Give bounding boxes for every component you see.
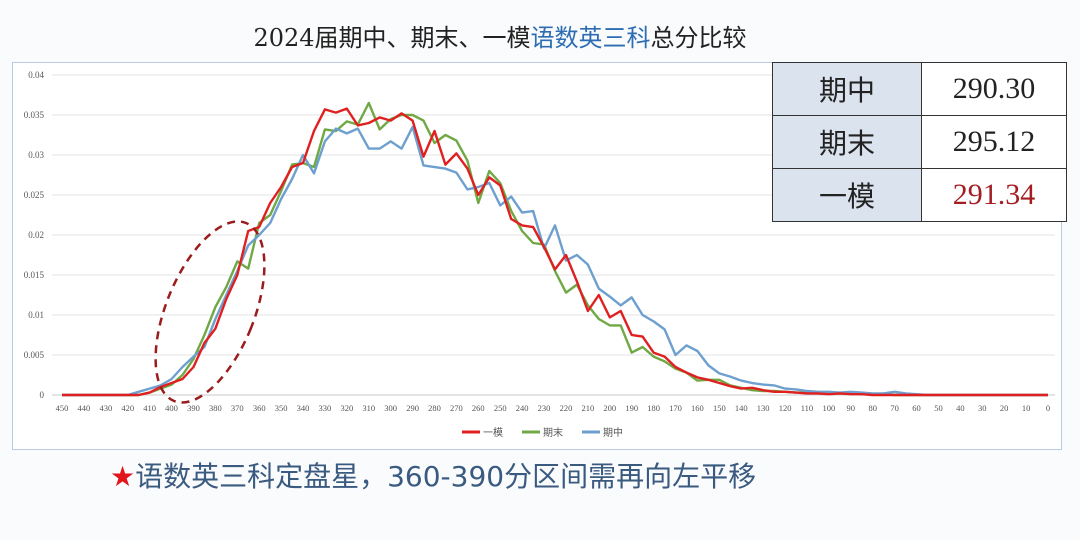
x-tick-label: 410 <box>143 403 156 413</box>
x-tick-label: 120 <box>779 403 792 413</box>
table-row: 一模 291.34 <box>772 168 1067 222</box>
y-tick-label: 0.03 <box>28 150 44 160</box>
y-tick-label: 0 <box>40 390 45 400</box>
x-tick-label: 260 <box>472 403 485 413</box>
x-tick-label: 60 <box>912 403 921 413</box>
title-highlight: 语数英三科 <box>530 24 651 52</box>
x-tick-label: 100 <box>823 403 836 413</box>
legend-label: 期中 <box>603 426 623 439</box>
x-tick-label: 180 <box>647 403 660 413</box>
x-tick-label: 250 <box>494 403 507 413</box>
x-tick-label: 170 <box>669 403 682 413</box>
x-tick-label: 160 <box>691 403 704 413</box>
x-tick-label: 230 <box>538 403 551 413</box>
x-tick-label: 80 <box>868 403 877 413</box>
y-tick-label: 0.025 <box>24 190 45 200</box>
x-tick-label: 300 <box>384 403 397 413</box>
x-tick-label: 450 <box>56 403 69 413</box>
x-tick-label: 400 <box>165 403 178 413</box>
x-tick-label: 30 <box>978 403 987 413</box>
conclusion-note: ★语数英三科定盘星，360-390分区间需再向左平移 <box>110 455 756 495</box>
row-value: 290.30 <box>921 62 1067 116</box>
x-tick-label: 10 <box>1022 403 1031 413</box>
x-tick-label: 190 <box>625 403 638 413</box>
series-line-期中 <box>62 125 1048 397</box>
score-table: 期中 290.30 期末 295.12 一模 291.34 <box>772 62 1067 222</box>
row-value: 295.12 <box>921 115 1067 169</box>
x-tick-label: 20 <box>1000 403 1009 413</box>
x-tick-label: 270 <box>450 403 463 413</box>
row-value: 291.34 <box>921 168 1067 222</box>
star-icon: ★ <box>110 460 136 493</box>
x-tick-label: 360 <box>253 403 266 413</box>
x-tick-label: 0 <box>1046 403 1050 413</box>
x-tick-label: 70 <box>890 403 899 413</box>
x-tick-label: 90 <box>847 403 856 413</box>
x-tick-label: 150 <box>713 403 726 413</box>
row-label: 期中 <box>772 62 922 116</box>
x-tick-label: 220 <box>560 403 573 413</box>
title-part2: 总分比较 <box>650 24 747 52</box>
y-tick-label: 0.005 <box>24 350 45 360</box>
x-tick-label: 390 <box>187 403 200 413</box>
table-row: 期中 290.30 <box>772 62 1067 116</box>
title-part1: 2024届期中、期末、一模 <box>253 24 531 52</box>
y-tick-label: 0.02 <box>28 230 44 240</box>
x-tick-label: 140 <box>735 403 748 413</box>
table-row: 期末 295.12 <box>772 115 1067 169</box>
x-tick-label: 330 <box>319 403 332 413</box>
row-label: 期末 <box>772 115 922 169</box>
y-tick-label: 0.04 <box>28 70 44 80</box>
y-tick-label: 0.035 <box>24 110 45 120</box>
x-tick-label: 430 <box>99 403 112 413</box>
y-tick-label: 0.015 <box>24 270 45 280</box>
x-tick-label: 380 <box>209 403 222 413</box>
x-tick-label: 420 <box>121 403 134 413</box>
x-tick-label: 280 <box>428 403 441 413</box>
x-tick-label: 290 <box>406 403 419 413</box>
x-tick-label: 320 <box>340 403 353 413</box>
legend-label: 期末 <box>543 426 563 439</box>
chart-title: 2024届期中、期末、一模语数英三科总分比较 <box>0 18 1000 53</box>
x-tick-label: 50 <box>934 403 943 413</box>
x-tick-label: 310 <box>362 403 375 413</box>
legend-label: 一模 <box>483 427 503 439</box>
x-tick-label: 350 <box>275 403 288 413</box>
x-tick-label: 130 <box>757 403 770 413</box>
x-tick-label: 200 <box>603 403 616 413</box>
annotation-ellipse <box>154 220 266 404</box>
x-tick-label: 240 <box>516 403 529 413</box>
x-tick-label: 210 <box>581 403 594 413</box>
x-tick-label: 370 <box>231 403 244 413</box>
note-text: 语数英三科定盘星，360-390分区间需再向左平移 <box>135 460 757 493</box>
x-tick-label: 440 <box>78 403 91 413</box>
row-label: 一模 <box>772 168 922 222</box>
x-tick-label: 110 <box>801 403 813 413</box>
x-tick-label: 40 <box>956 403 965 413</box>
y-tick-label: 0.01 <box>28 310 44 320</box>
series-line-一模 <box>62 107 1048 397</box>
x-tick-label: 340 <box>297 403 310 413</box>
